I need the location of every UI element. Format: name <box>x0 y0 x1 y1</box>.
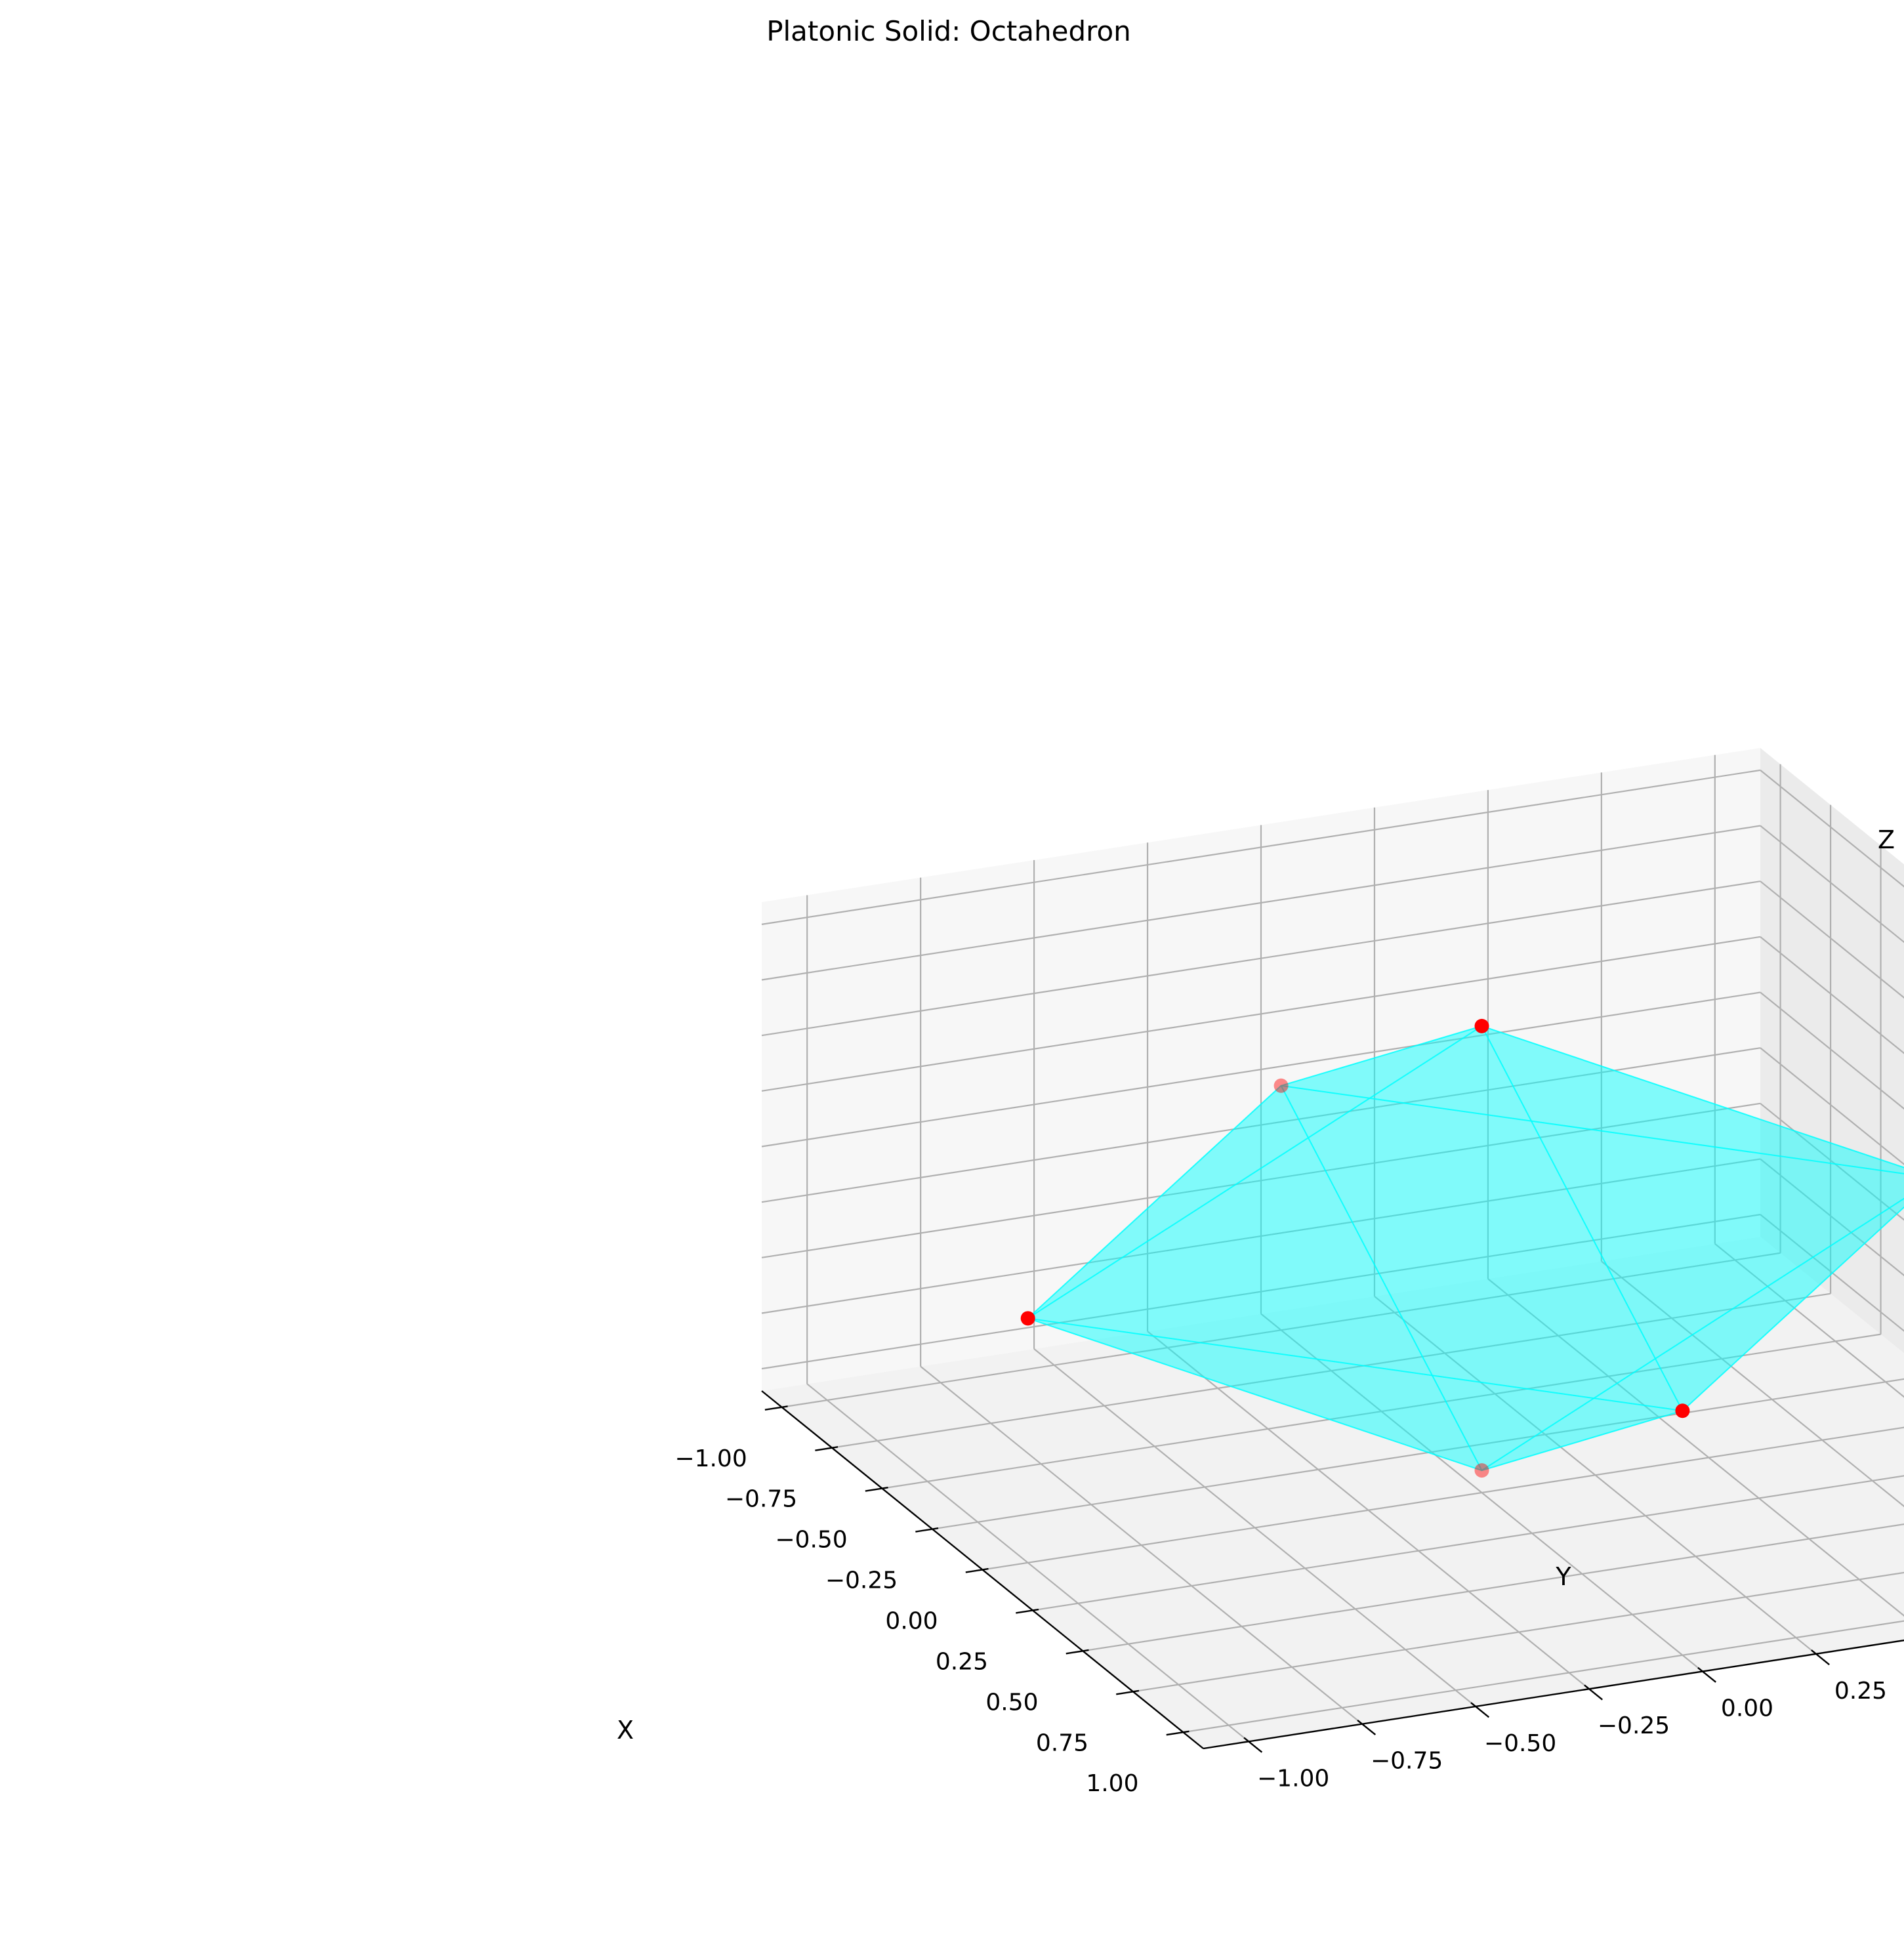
grid-line-z-right <box>1760 1158 1904 1277</box>
grid-line-z-right <box>1760 1102 1904 1221</box>
tick-label: −0.50 <box>775 1527 847 1554</box>
y-axis-label: Y <box>1555 1562 1571 1591</box>
grid-line-z-right <box>1760 936 1904 1054</box>
tick-label: 0.00 <box>885 1608 938 1635</box>
grid-line-y-floor <box>1147 1331 1590 1690</box>
grid-line-z-left <box>761 769 1761 925</box>
tick-mark <box>1584 1684 1604 1701</box>
grid-line-y-floor <box>1714 1243 1904 1398</box>
tick-mark <box>1066 1649 1089 1655</box>
tick-label: 1.00 <box>1086 1770 1138 1797</box>
grid-line-z-right <box>1760 825 1904 943</box>
tick-mark <box>1243 1737 1263 1753</box>
tick-mark <box>1697 1667 1716 1683</box>
grid-line-z-left <box>761 1102 1761 1258</box>
tick-label: 0.50 <box>985 1689 1038 1716</box>
tick-mark <box>815 1446 838 1451</box>
grid-line-z-left <box>761 1047 1761 1203</box>
floor-pane <box>762 1237 1904 1749</box>
tick-mark <box>1357 1719 1376 1735</box>
grid-line-z-left <box>761 991 1761 1148</box>
vertex-point <box>1474 1463 1489 1478</box>
grid-line-y-floor <box>1260 1313 1703 1672</box>
tick-mark <box>1470 1702 1490 1718</box>
grid-line-y-floor <box>1601 1260 1904 1508</box>
tick-label: 0.25 <box>936 1648 988 1675</box>
tick-mark <box>1116 1689 1140 1695</box>
tick-label: −0.75 <box>725 1486 797 1513</box>
tick-label: −0.50 <box>1484 1730 1556 1757</box>
tick-label: −0.75 <box>1371 1748 1443 1775</box>
tick-label: 0.25 <box>1834 1678 1887 1705</box>
tick-label: 0.00 <box>1721 1695 1773 1722</box>
grid-line-z-right <box>1760 1214 1904 1332</box>
z-axis-label: Z <box>1878 825 1895 854</box>
vertex-point <box>1474 1018 1489 1033</box>
vertex-point <box>1020 1311 1035 1326</box>
vertex-point <box>1273 1078 1289 1093</box>
tick-mark <box>865 1487 888 1492</box>
grid-line-y-floor <box>920 1365 1363 1725</box>
grid-line-y-floor <box>1487 1278 1904 1617</box>
grid-line-z-left <box>761 825 1761 981</box>
tick-label: −1.00 <box>1257 1765 1329 1792</box>
vertex-point <box>1675 1403 1690 1418</box>
tick-label: 0.75 <box>1036 1729 1088 1756</box>
tick-labels: −1.00 −0.75 −0.50 −0.25 0.00 0.25 0.50 0.75 1.00… <box>674 1445 1887 1797</box>
octahedron-face-7 <box>1027 1317 1684 1472</box>
tick-mark <box>1811 1649 1830 1666</box>
grid-line-z-right <box>1760 770 1904 888</box>
tick-mark <box>1166 1730 1190 1736</box>
x-axis-label: X <box>617 1716 634 1745</box>
grid-line-z-right <box>1760 880 1904 999</box>
grid-line-y-floor <box>1033 1348 1476 1707</box>
grid-line-z-left <box>761 1158 1761 1314</box>
tick-mark <box>915 1527 939 1533</box>
grid-line-z-right <box>1760 991 1904 1110</box>
grid-lines <box>761 755 1904 1743</box>
grid-line-z-left <box>761 880 1761 1037</box>
grid-line-z-left <box>761 936 1761 1092</box>
tick-label: −0.25 <box>825 1567 898 1594</box>
grid-line-z-right <box>1760 1047 1904 1165</box>
tick-label: −1.00 <box>674 1445 747 1472</box>
tick-mark <box>965 1567 989 1573</box>
tick-label: −0.25 <box>1598 1712 1670 1739</box>
chart-title: Platonic Solid: Octahedron <box>766 15 1131 47</box>
tick-mark <box>764 1405 788 1411</box>
grid-line-y-floor <box>806 1383 1249 1743</box>
grid-line-y-floor <box>1374 1295 1817 1655</box>
octahedron-solid <box>1020 1018 1904 1478</box>
axis-lines <box>761 1390 1904 1753</box>
tick-mark <box>1016 1608 1039 1614</box>
